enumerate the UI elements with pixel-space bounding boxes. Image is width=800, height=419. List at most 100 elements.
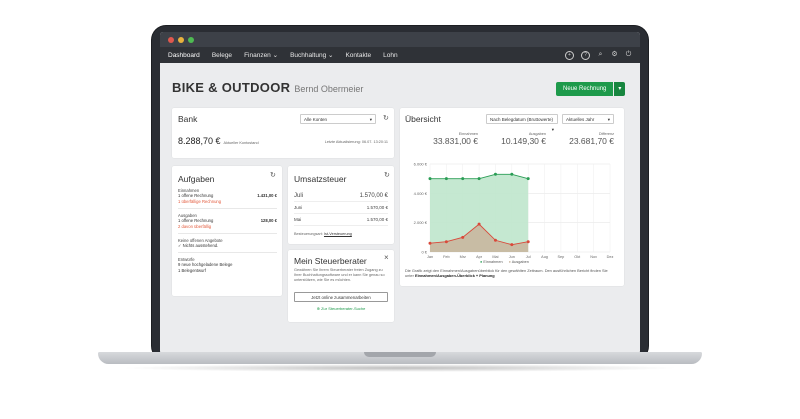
chevron-down-icon: ▾	[607, 117, 610, 122]
nav-lohn[interactable]: Lohn	[383, 51, 398, 59]
last-update: Letzte Aktualisierung: 06.07. 13:20:11	[324, 140, 388, 144]
task-line[interactable]: 2 davon überfällig	[178, 224, 277, 230]
x-tick-label: Jan	[427, 255, 433, 259]
tasks-list: Einnahmen 1 offene Rechnung 1.431,00 €1 üb…	[178, 188, 277, 274]
task-section-heading: Keine offenen Angebote	[178, 238, 223, 243]
vat-row: Juni 1.570,00 €	[294, 203, 388, 214]
expense-value: 10.149,30 €	[501, 136, 546, 146]
date-mode-value: Nach Belegdatum (Bruttowerte)	[490, 117, 554, 122]
date-mode-select[interactable]: Nach Belegdatum (Bruttowerte) ▾	[486, 114, 558, 132]
x-tick-label: Okt	[574, 255, 581, 259]
task-line-amount: 128,00 €	[260, 218, 277, 223]
maximize-window-dot[interactable]	[188, 36, 194, 43]
power-icon[interactable]: ⏻	[625, 50, 632, 58]
account-select[interactable]: Alle Konten ▾	[300, 114, 376, 124]
divider	[178, 252, 277, 253]
period-value: Aktuelles Jahr	[566, 117, 595, 122]
help-icon[interactable]: ?	[581, 50, 590, 60]
x-tick-label: Dez	[607, 255, 614, 259]
income-value: 33.831,00 €	[433, 136, 478, 146]
period-select[interactable]: Aktuelles Jahr ▾	[562, 114, 614, 124]
vat-value: 1.570,00 €	[366, 217, 388, 222]
account-select-value: Alle Konten	[304, 117, 328, 122]
expense-point	[461, 235, 465, 239]
income-area	[430, 174, 529, 252]
collaborate-button[interactable]: Jetzt online zusammenarbeiten	[294, 292, 388, 302]
y-tick-label: 6.000 €	[414, 162, 428, 167]
diff-value: 23.681,70 €	[569, 136, 614, 146]
x-tick-label: Jul	[526, 255, 531, 259]
search-icon[interactable]: ⌕	[598, 50, 603, 58]
legend-expense-label: Ausgaben	[511, 260, 529, 264]
divider	[178, 208, 277, 209]
task-line[interactable]: 1 überfällige Rechnung	[178, 199, 277, 205]
income-label: Einnahmen	[458, 132, 478, 136]
income-point	[444, 177, 448, 181]
task-line-text: 9 neue hochgeladene Belege	[178, 262, 233, 267]
new-invoice-button-group: Neue Rechnung ▾	[556, 82, 626, 96]
gear-icon[interactable]: ⚙	[611, 50, 618, 58]
nav-buchhaltung[interactable]: Buchhaltung ⌄	[290, 52, 334, 59]
advisor-search-link[interactable]: ⊕ Zur Steuerberater-Suche	[288, 306, 394, 311]
minimize-window-dot[interactable]	[178, 36, 184, 43]
laptop-shadow	[120, 364, 680, 372]
nav-finanzen[interactable]: Finanzen ⌄	[244, 52, 279, 59]
bank-balance: 8.288,70 € Aktueller Kontostand	[178, 136, 259, 146]
vat-row: Juli 1.570,00 €	[294, 191, 388, 202]
page-header: BIKE & OUTDOOR Bernd Obermeier	[172, 80, 363, 95]
refresh-icon[interactable]: ↻	[383, 115, 389, 122]
expense-point	[477, 222, 481, 226]
chart-note-link[interactable]: Einnahmen/Ausgaben-Überblick + Planung	[414, 273, 495, 278]
task-section-heading: Entwürfe	[178, 257, 195, 262]
task-line-text: 1 Belegentwurf	[178, 268, 206, 273]
x-tick-label: Jun	[509, 255, 515, 259]
refresh-icon[interactable]: ↻	[270, 172, 276, 179]
refresh-icon[interactable]: ↻	[384, 172, 390, 179]
app-screen: Dashboard Belege Finanzen ⌄ Buchhaltung …	[160, 32, 640, 354]
diff-label: Differenz	[598, 132, 614, 136]
vat-row: Mai 1.570,00 €	[294, 215, 388, 226]
main-navbar: Dashboard Belege Finanzen ⌄ Buchhaltung …	[160, 47, 640, 63]
chevron-down-icon: ▾	[551, 127, 554, 132]
balance-value: 8.288,70 €	[178, 136, 221, 146]
close-window-dot[interactable]	[168, 36, 174, 43]
chart-legend: ● Einnahmen ● Ausgaben	[480, 260, 529, 264]
vat-footer-link[interactable]: Ist-Versteuerung	[323, 232, 352, 236]
task-section-heading: Einnahmen	[178, 188, 200, 193]
task-line-text: ✓ Nichts ausstehend.	[178, 243, 219, 248]
task-line[interactable]: 9 neue hochgeladene Belege	[178, 262, 277, 268]
balance-label: Aktueller Kontostand	[223, 141, 259, 145]
advisor-title: Mein Steuerberater	[294, 256, 367, 266]
nav-icons: + ? ⌕ ⚙ ⏻	[565, 50, 632, 60]
income-point	[493, 172, 497, 176]
chevron-down-icon[interactable]: ▾	[614, 82, 626, 96]
legend-income-label: Einnahmen	[483, 260, 503, 264]
chart-note-text: Die Grafik zeigt den Einnahmen/Ausgabenü…	[405, 268, 608, 278]
new-invoice-button[interactable]: Neue Rechnung	[556, 82, 614, 96]
y-tick-label: 4.000 €	[414, 191, 428, 196]
task-line[interactable]: ✓ Nichts ausstehend.	[178, 243, 277, 249]
vat-value: 1.570,00 €	[359, 193, 388, 199]
close-icon[interactable]: ×	[384, 253, 389, 262]
plus-icon[interactable]: +	[565, 50, 574, 60]
nav-belege[interactable]: Belege	[211, 51, 233, 59]
task-line[interactable]: 1 offene Rechnung 1.431,00 €	[178, 193, 277, 199]
task-line-text: 1 überfällige Rechnung	[178, 199, 222, 204]
bank-title: Bank	[178, 114, 198, 124]
y-tick-label: 2.000 €	[414, 220, 428, 225]
task-line[interactable]: 1 offene Rechnung 128,00 €	[178, 218, 277, 224]
overview-income: Einnahmen 33.831,00 €	[422, 132, 478, 146]
nav-dashboard[interactable]: Dashboard	[168, 51, 200, 59]
tax-advisor-card: Mein Steuerberater × Gewähren Sie Ihrem …	[288, 250, 394, 322]
laptop-base	[98, 352, 702, 364]
vat-card: Umsatzsteuer ↻ Juli 1.570,00 € Juni 1.570,…	[288, 166, 394, 244]
income-point	[428, 177, 432, 181]
expense-point	[444, 240, 448, 244]
nav-kontakte[interactable]: Kontakte	[345, 51, 372, 59]
laptop-notch	[364, 352, 436, 357]
task-line[interactable]: 1 Belegentwurf	[178, 268, 277, 274]
x-tick-label: Feb	[443, 255, 450, 259]
expense-label: Ausgaben	[528, 132, 546, 136]
y-tick-label: 0 €	[421, 250, 427, 255]
task-line-text: 1 offene Rechnung	[178, 218, 214, 223]
